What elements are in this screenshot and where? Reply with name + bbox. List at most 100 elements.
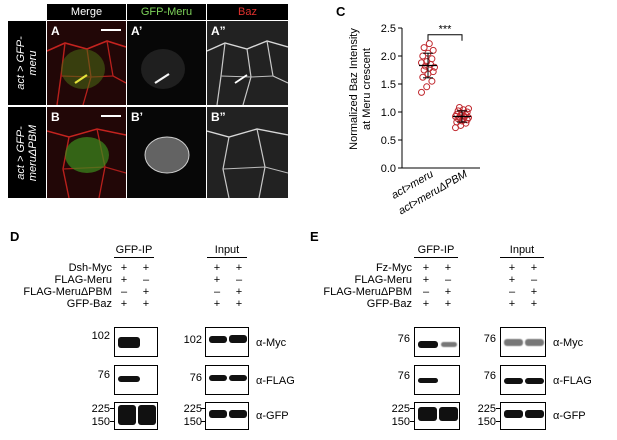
e-input-tick [496, 408, 500, 409]
data-point [418, 88, 425, 96]
d-antibody-flag: α-FLAG [256, 375, 295, 387]
e-ip-blot-flag [414, 365, 460, 395]
data-point [465, 105, 472, 113]
data-point [423, 58, 431, 66]
y-tick-label: 2.5 [381, 23, 396, 35]
scale-bar-b [101, 115, 121, 117]
d-ip-sign: – [120, 286, 128, 298]
micro-label-a-prime: A’ [131, 24, 143, 38]
d-input-sign: – [235, 274, 243, 286]
panel-label-d: D [10, 229, 20, 244]
d-ip-sign: + [120, 274, 128, 286]
e-row-label-1: FLAG-Meru [354, 274, 412, 286]
d-input-sign: – [213, 286, 221, 298]
micrograph-merge-a: A [47, 21, 126, 105]
e-ip-sign: + [444, 286, 452, 298]
e-ip-sign: + [444, 262, 452, 274]
data-point [463, 108, 471, 116]
d-ip-sign: + [120, 298, 128, 310]
e-ip-sign: + [422, 274, 430, 286]
d-row-label-1: FLAG-Meru [54, 274, 112, 286]
data-point [423, 83, 431, 91]
d-input-sign: + [213, 262, 221, 274]
e-input-mw-label: 76 [483, 333, 496, 345]
row-label-meru-line1: act > GFP- [15, 36, 27, 90]
y-tick-label: 0.5 [381, 135, 396, 147]
d-input-underline [207, 257, 247, 258]
d-input-blot-myc [205, 327, 249, 357]
scatter-chart: 0.00.51.01.52.02.5 ***act>meruact>meruΔPB… [381, 23, 480, 217]
d-ip-sign: + [142, 298, 150, 310]
d-ip-sign: + [120, 262, 128, 274]
d-input-tick [201, 408, 205, 409]
e-mw-label: 225 [391, 403, 410, 415]
d-input-sign: + [213, 298, 221, 310]
data-point [429, 46, 437, 54]
micro-label-a: A [51, 24, 60, 38]
e-input-tick [496, 421, 500, 422]
e-input-sign: – [508, 286, 516, 298]
d-input-tick [201, 421, 205, 422]
e-input-sign: + [530, 298, 538, 310]
e-ip-sign: + [422, 262, 430, 274]
d-input-blot-gfp [205, 402, 249, 430]
e-ip-blot-gfp [414, 402, 460, 430]
e-input-blot-myc [500, 327, 546, 357]
row-label-dpbm-line1: act > GFP- [15, 125, 27, 180]
micrograph-baz-a: A” [207, 21, 288, 105]
e-input-sign: + [508, 262, 516, 274]
e-mw-label: 150 [391, 416, 410, 428]
column-header-merge: Merge [47, 4, 126, 20]
y-tick-label: 2.0 [381, 51, 396, 63]
d-ip-blot-myc [114, 327, 158, 357]
y-tick-label: 0.0 [381, 163, 396, 175]
data-point [425, 40, 433, 48]
column-header-baz: Baz [207, 4, 288, 20]
e-ip-blot-myc [414, 327, 460, 357]
d-ip-blot-flag [114, 365, 158, 395]
data-point [453, 110, 461, 118]
data-point [419, 73, 427, 81]
significance-label: *** [439, 24, 453, 36]
data-point [428, 77, 436, 85]
panel-label-e: E [310, 229, 319, 244]
d-input-sign: + [213, 274, 221, 286]
d-ip-header: GFP-IP [115, 244, 153, 256]
e-ip-underline [414, 257, 458, 258]
scale-bar-a [101, 29, 121, 31]
e-input-sign: + [530, 262, 538, 274]
e-ip-tick [410, 421, 414, 422]
data-point [420, 44, 428, 52]
micro-label-a-dprime: A” [211, 24, 226, 38]
e-input-header: Input [509, 244, 535, 256]
d-mw-label: 150 [91, 416, 110, 428]
d-row-label-0: Dsh-Myc [68, 262, 112, 274]
e-ip-sign: + [422, 298, 430, 310]
e-input-sign: – [530, 274, 538, 286]
panel-label-c: C [336, 4, 346, 19]
e-input-sign: + [530, 286, 538, 298]
micrograph-gfp-b: B’ [127, 107, 206, 198]
row-label-meru: act > GFP-meru [8, 21, 46, 105]
micro-label-b-dprime: B” [211, 110, 226, 124]
e-ip-tick [410, 408, 414, 409]
y-tick-label: 1.5 [381, 79, 396, 91]
e-input-underline [500, 257, 544, 258]
d-antibody-gfp: α-GFP [256, 410, 289, 422]
d-row-label-3: GFP-Baz [66, 298, 112, 310]
d-input-mw-label: 76 [189, 372, 202, 384]
e-antibody-gfp: α-GFP [553, 410, 586, 422]
e-input-sign: + [508, 298, 516, 310]
e-row-label-2: FLAG-MeruΔPBM [323, 286, 412, 298]
e-input-blot-flag [500, 365, 546, 395]
d-mw-label: 102 [91, 330, 110, 342]
e-input-blot-gfp [500, 402, 546, 430]
e-row-label-3: GFP-Baz [366, 298, 412, 310]
e-input-mw-label: 150 [477, 416, 496, 428]
d-input-sign: + [235, 298, 243, 310]
d-input-header: Input [214, 244, 240, 256]
d-input-mw-label: 225 [183, 403, 202, 415]
d-ip-sign: – [142, 274, 150, 286]
d-ip-tick [110, 408, 114, 409]
d-input-mw-label: 102 [183, 334, 202, 346]
